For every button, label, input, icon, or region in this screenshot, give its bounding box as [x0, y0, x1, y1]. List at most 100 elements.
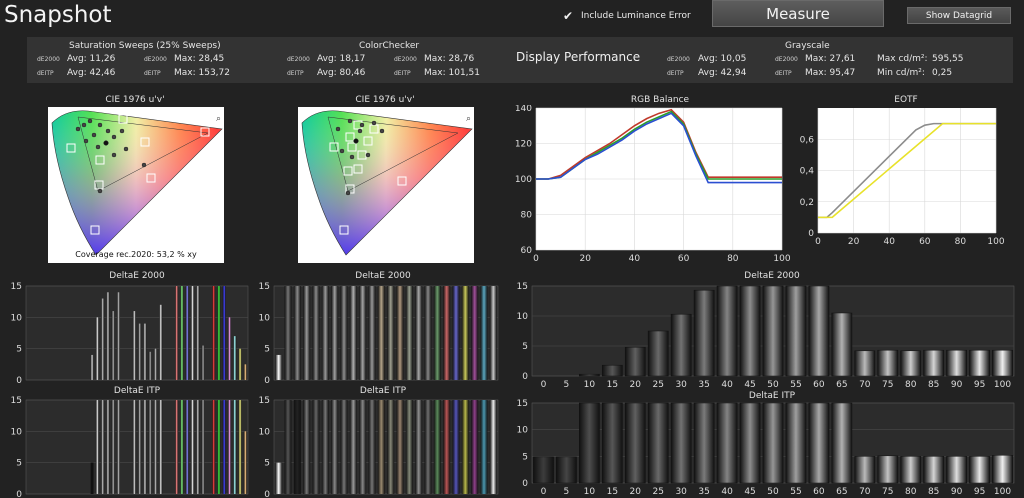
bar — [238, 400, 242, 494]
bar — [111, 311, 115, 380]
bar — [228, 317, 231, 380]
x-tick-label: 10 — [584, 487, 596, 497]
y-tick-label: 15 — [259, 282, 270, 292]
x-tick-label: 40 — [721, 487, 733, 497]
bar — [275, 462, 283, 494]
x-tick-label: 5 — [564, 487, 570, 497]
bar — [716, 402, 738, 484]
grayscale-deitp-label-2: dEITP — [775, 70, 792, 77]
x-tick-label: 10 — [584, 380, 596, 390]
cie-left-diagram[interactable]: ⌕ — [48, 107, 224, 263]
x-tick-label: 20 — [579, 254, 591, 264]
bar — [969, 456, 990, 484]
bar — [877, 349, 899, 377]
colorchecker-deitp-label-2: dEITP — [394, 70, 411, 77]
gs-de2000-chart: 0 5 10 15 0 5 10 15 20 25 30 35 40 45 50 55 60 65 70 75 80 85… — [517, 282, 1015, 390]
bar — [900, 456, 922, 484]
include-luminance-checkbox[interactable]: ✔ — [563, 9, 574, 23]
bar — [452, 286, 460, 380]
y-tick-label: 10 — [259, 427, 271, 437]
zoom-icon: ⌕ — [466, 114, 471, 124]
bar — [579, 402, 600, 484]
x-tick-label: 45 — [744, 487, 755, 497]
x-tick-label: 60 — [813, 487, 825, 497]
series-line-0 — [536, 108, 782, 180]
plot-area — [273, 399, 499, 495]
grayscale-de2000-avg: Avg: 10,05 — [698, 54, 747, 64]
x-tick-label: 80 — [905, 487, 917, 497]
plot-area — [273, 285, 499, 381]
bar — [624, 402, 646, 484]
bar — [433, 286, 441, 380]
bar — [854, 350, 876, 377]
bar — [303, 286, 311, 380]
bar — [992, 349, 1013, 377]
bar — [808, 402, 830, 484]
plot-area — [25, 285, 249, 381]
x-tick-label: 65 — [836, 487, 847, 497]
bar — [854, 456, 876, 484]
bar — [739, 402, 761, 484]
x-tick-label: 35 — [698, 380, 709, 390]
bar — [95, 400, 99, 494]
series-line-1 — [818, 122, 996, 219]
x-tick-label: 0 — [533, 254, 539, 264]
bar — [556, 456, 577, 484]
x-tick-label: 50 — [767, 380, 779, 390]
series-line-2 — [536, 112, 782, 184]
x-tick-label: 60 — [813, 380, 825, 390]
bar — [716, 285, 738, 377]
bar — [349, 400, 357, 494]
bar — [101, 400, 105, 494]
x-tick-label: 55 — [790, 487, 801, 497]
y-tick-label: 10 — [517, 312, 529, 322]
bar — [424, 286, 432, 380]
bar — [923, 349, 945, 377]
display-performance-title: Display Performance — [516, 50, 641, 64]
bar — [992, 455, 1013, 484]
bar — [106, 400, 110, 494]
bar — [185, 400, 189, 494]
bar — [312, 400, 320, 494]
saturation-deitp-label: dEITP — [37, 70, 54, 77]
x-tick-label: 0 — [541, 487, 547, 497]
bar — [349, 286, 357, 380]
bar — [175, 400, 179, 494]
y-tick-label: 0,4 — [800, 167, 815, 177]
bar — [331, 286, 339, 380]
bar — [217, 400, 221, 494]
bar — [647, 330, 669, 377]
bar — [762, 402, 784, 484]
saturation-deitp-avg: Avg: 42,46 — [67, 68, 116, 78]
x-tick-label: 50 — [767, 487, 779, 497]
bar — [424, 400, 432, 494]
x-tick-label: 100 — [987, 237, 1004, 247]
x-tick-label: 90 — [951, 487, 963, 497]
bar — [387, 400, 395, 494]
x-tick-label: 0 — [541, 380, 547, 390]
y-tick-label: 5 — [522, 342, 528, 352]
show-datagrid-button[interactable]: Show Datagrid — [907, 7, 1011, 24]
bar — [233, 400, 237, 494]
saturation-deitp-label-2: dEITP — [144, 70, 161, 77]
y-tick-label: 120 — [515, 140, 532, 150]
measure-button[interactable]: Measure — [712, 0, 884, 27]
x-tick-label: 55 — [790, 380, 801, 390]
bar — [396, 400, 404, 494]
x-tick-label: 90 — [951, 380, 963, 390]
x-tick-label: 80 — [955, 237, 967, 247]
cie-right-diagram[interactable]: ⌕ — [298, 107, 474, 263]
colorchecker-de2000-max: Max: 28,76 — [424, 54, 475, 64]
x-tick-label: 5 — [564, 380, 570, 390]
grayscale-min-cd: 0,25 — [932, 68, 953, 78]
bar — [95, 317, 99, 380]
y-tick-label: 10 — [11, 427, 23, 437]
saturation-de2000-label: dE2000 — [37, 56, 60, 63]
bar — [321, 400, 329, 494]
x-tick-label: 20 — [630, 487, 642, 497]
x-tick-label: 20 — [848, 237, 860, 247]
bar — [111, 400, 115, 494]
bar — [154, 348, 157, 380]
zoom-icon: ⌕ — [216, 114, 221, 124]
y-tick-label: 10 — [11, 313, 23, 323]
